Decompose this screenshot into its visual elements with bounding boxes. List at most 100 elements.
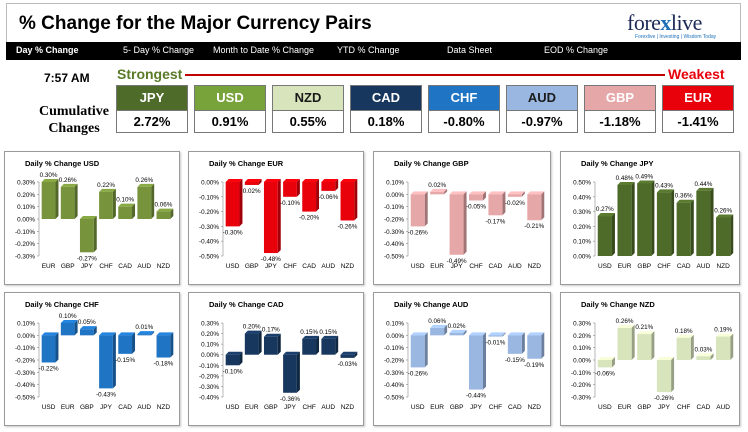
category-label: GBP: [450, 404, 464, 411]
category-label: NZD: [528, 263, 542, 270]
bar-gbp: [449, 329, 467, 336]
category-label: CHF: [489, 404, 502, 411]
bar-side-face: [521, 332, 525, 354]
bar-cad: [488, 191, 506, 216]
bar-front-face: [696, 356, 711, 360]
bar-side-face: [316, 179, 320, 212]
data-label: 0.20%: [243, 324, 261, 331]
chart-chf: 0.10% 0.00% -0.10% -0.20% -0.30% -0.40% -0.50%…: [15, 313, 174, 411]
bar-top-face: [617, 324, 635, 328]
y-tick-label: -0.30%: [15, 370, 35, 377]
bar-side-face: [710, 187, 714, 256]
data-label: -0.43%: [96, 391, 116, 398]
y-tick-label: 0.00%: [201, 352, 219, 359]
bar-top-face: [597, 357, 615, 360]
y-tick-label: 0.10%: [386, 180, 404, 187]
tab-eod-change[interactable]: EOD % Change: [544, 45, 609, 55]
currency-name: GBP: [585, 86, 655, 110]
data-label: 0.48%: [616, 175, 634, 182]
bar-cad: [118, 332, 136, 354]
bar-front-face: [527, 335, 542, 359]
chart-title: Daily % Change AUD: [394, 300, 469, 309]
forexlive-logo[interactable]: forexlive Forexlive | Investing | Wisdom…: [627, 10, 737, 40]
bar-side-face: [730, 214, 734, 256]
bar-front-face: [41, 182, 56, 219]
bar-front-face: [430, 327, 445, 336]
category-label: AUD: [321, 263, 335, 270]
bar-aud: [507, 191, 525, 197]
data-label: -0.26%: [654, 395, 674, 402]
bar-side-face: [239, 351, 243, 366]
logo-tagline: Forexlive | Investing | Wisdom Today: [635, 34, 717, 40]
bar-top-face: [302, 335, 320, 339]
data-label: -0.17%: [485, 218, 505, 225]
bar-cad: [676, 199, 694, 256]
bar-cad: [696, 353, 714, 360]
strongest-label: Strongest: [117, 66, 183, 82]
currency-value: -0.80%: [429, 110, 499, 132]
y-tick-label: 0.10%: [573, 345, 591, 352]
y-tick-label: 0.00%: [17, 217, 35, 224]
currency-name: AUD: [507, 86, 577, 110]
tab-day-change[interactable]: Day % Change: [16, 45, 79, 55]
bar-front-face: [118, 206, 133, 219]
bar-front-face: [449, 194, 464, 255]
data-label: 0.26%: [59, 177, 77, 184]
chart-eur: 0.00% -0.10% -0.20% -0.30% -0.40% -0.50% -0.30…: [199, 179, 358, 270]
bar-front-face: [60, 323, 75, 336]
category-label: GBP: [61, 263, 75, 270]
bar-top-face: [137, 183, 155, 187]
data-label: -0.26%: [408, 229, 428, 236]
category-label: EUR: [430, 404, 444, 411]
bar-front-face: [617, 184, 632, 256]
y-tick-label: -0.40%: [199, 239, 219, 246]
data-label: 0.36%: [675, 193, 693, 200]
bar-front-face: [118, 335, 133, 354]
y-tick-label: 0.50%: [573, 180, 591, 187]
data-label: -0.03%: [337, 361, 357, 368]
bar-jpy: [263, 179, 281, 254]
bar-top-face: [225, 179, 243, 182]
bar-usd: [597, 357, 615, 368]
bar-side-face: [132, 203, 136, 219]
y-tick-label: -0.30%: [199, 224, 219, 231]
bar-side-face: [502, 332, 506, 337]
bar-front-face: [469, 335, 483, 390]
category-label: JPY: [451, 263, 464, 270]
category-label: CAD: [302, 263, 316, 270]
tab-month-to-date-change[interactable]: Month to Date % Change: [213, 45, 315, 55]
bar-side-face: [690, 334, 694, 360]
data-label: 0.49%: [635, 173, 653, 180]
data-label: 0.22%: [97, 182, 115, 189]
tab-5-day-change[interactable]: 5- Day % Change: [123, 45, 195, 55]
bar-gbp: [263, 333, 281, 355]
bar-gbp: [637, 180, 655, 256]
y-tick-label: 0.00%: [386, 192, 404, 199]
category-label: NZD: [528, 404, 542, 411]
data-label: -0.22%: [39, 365, 59, 372]
bar-front-face: [410, 335, 425, 368]
currency-box-eur: EUR -1.41%: [662, 85, 734, 133]
tab-ytd-change[interactable]: YTD % Change: [337, 45, 400, 55]
bar-aud: [137, 331, 155, 336]
bar-side-face: [444, 324, 448, 336]
weakest-label: Weakest: [668, 66, 725, 82]
category-label: USD: [411, 263, 425, 270]
bar-side-face: [296, 179, 300, 197]
y-tick-label: -0.30%: [571, 395, 591, 402]
bar-front-face: [137, 334, 152, 336]
bar-top-face: [118, 332, 136, 336]
bar-top-face: [430, 324, 448, 328]
tab-data-sheet[interactable]: Data Sheet: [447, 45, 493, 55]
bar-side-face: [239, 179, 243, 227]
bar-gbp: [637, 331, 655, 360]
bar-side-face: [170, 208, 174, 219]
data-label: -0.19%: [524, 362, 544, 369]
bar-top-face: [340, 351, 358, 355]
y-tick-label: 0.30%: [201, 321, 219, 328]
currency-box-aud: AUD -0.97%: [506, 85, 578, 133]
bar-side-face: [151, 331, 155, 336]
bar-eur: [617, 324, 635, 360]
currency-value: -1.18%: [585, 110, 655, 132]
currency-name: EUR: [663, 86, 733, 110]
